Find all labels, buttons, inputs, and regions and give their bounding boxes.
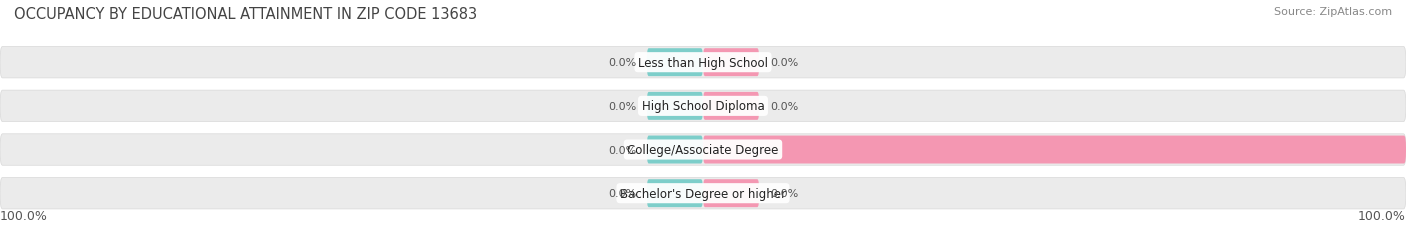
Text: 0.0%: 0.0%: [607, 188, 637, 198]
FancyBboxPatch shape: [647, 136, 703, 164]
Text: 100.0%: 100.0%: [0, 210, 48, 222]
Text: 0.0%: 0.0%: [607, 58, 637, 68]
Text: Bachelor's Degree or higher: Bachelor's Degree or higher: [620, 187, 786, 200]
FancyBboxPatch shape: [0, 178, 1406, 209]
Text: 0.0%: 0.0%: [770, 101, 799, 111]
Text: 100.0%: 100.0%: [1358, 210, 1406, 222]
FancyBboxPatch shape: [703, 179, 759, 207]
FancyBboxPatch shape: [703, 92, 759, 120]
FancyBboxPatch shape: [647, 49, 703, 77]
FancyBboxPatch shape: [0, 47, 1406, 79]
FancyBboxPatch shape: [703, 49, 759, 77]
Text: 0.0%: 0.0%: [607, 145, 637, 155]
Text: Less than High School: Less than High School: [638, 56, 768, 69]
Text: 0.0%: 0.0%: [770, 188, 799, 198]
Text: 0.0%: 0.0%: [607, 101, 637, 111]
Text: College/Associate Degree: College/Associate Degree: [627, 143, 779, 156]
Text: OCCUPANCY BY EDUCATIONAL ATTAINMENT IN ZIP CODE 13683: OCCUPANCY BY EDUCATIONAL ATTAINMENT IN Z…: [14, 7, 477, 22]
FancyBboxPatch shape: [703, 136, 1406, 164]
Text: Source: ZipAtlas.com: Source: ZipAtlas.com: [1274, 7, 1392, 17]
FancyBboxPatch shape: [0, 91, 1406, 122]
FancyBboxPatch shape: [647, 92, 703, 120]
FancyBboxPatch shape: [647, 179, 703, 207]
Text: 0.0%: 0.0%: [770, 58, 799, 68]
FancyBboxPatch shape: [0, 134, 1406, 166]
Text: High School Diploma: High School Diploma: [641, 100, 765, 113]
